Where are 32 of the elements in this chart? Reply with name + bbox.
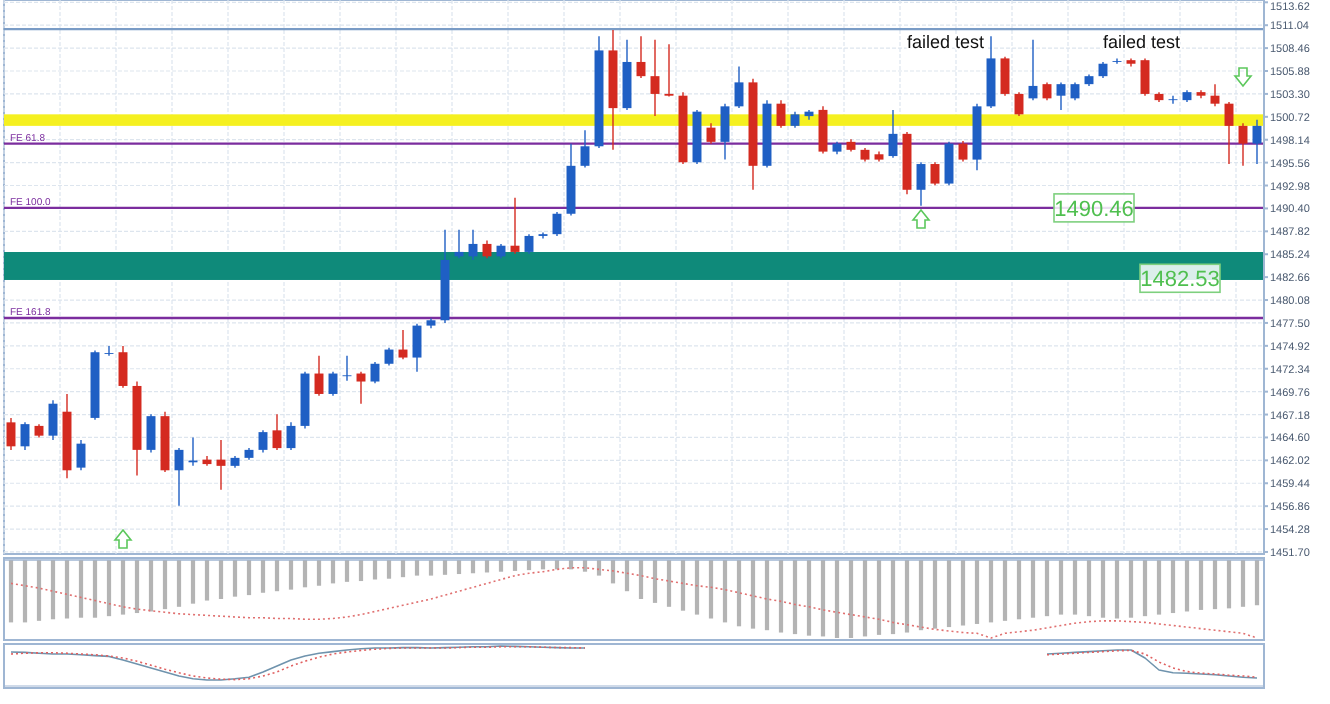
candlestick — [524, 233, 534, 255]
candlestick — [146, 413, 156, 454]
annotation: 1490.46 — [1054, 197, 1134, 222]
candlestick — [916, 161, 926, 207]
candlestick — [986, 35, 996, 109]
candlestick — [566, 142, 576, 217]
annotation: failed test — [1103, 32, 1182, 52]
candlestick — [650, 39, 660, 117]
candlestick — [412, 323, 422, 373]
candlestick — [104, 345, 114, 357]
candlestick — [930, 161, 940, 187]
candlestick — [538, 231, 548, 240]
candlestick — [258, 429, 268, 454]
candlestick — [818, 105, 828, 155]
candlestick — [1168, 94, 1178, 105]
annotation: failed test — [907, 32, 986, 52]
candlestick — [342, 355, 352, 382]
candlestick — [1140, 57, 1150, 97]
candlestick — [1112, 57, 1122, 65]
candlestick — [1056, 81, 1066, 111]
candlestick — [272, 413, 282, 451]
candlestick — [720, 102, 730, 161]
annotation: 1482.53 — [1140, 268, 1220, 293]
candlestick — [664, 43, 674, 98]
candlestick — [118, 345, 128, 389]
candlestick — [958, 140, 968, 163]
candlestick — [370, 361, 380, 384]
candlestick — [1252, 118, 1262, 165]
candlestick — [1238, 122, 1248, 167]
candlestick — [48, 399, 58, 441]
candlestick — [580, 129, 590, 169]
candlestick — [1000, 55, 1010, 97]
